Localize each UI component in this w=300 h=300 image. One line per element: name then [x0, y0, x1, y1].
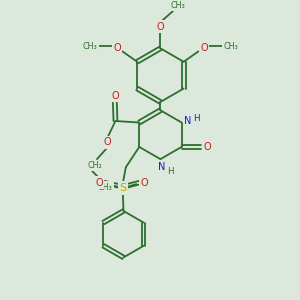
Text: CH₃: CH₃	[171, 1, 186, 10]
Text: H: H	[193, 113, 200, 122]
Text: O: O	[157, 22, 164, 32]
Text: O: O	[111, 91, 119, 101]
Text: S: S	[119, 183, 127, 193]
Text: O: O	[113, 44, 121, 53]
Text: O: O	[204, 142, 212, 152]
Text: O: O	[200, 44, 208, 53]
Text: CH₂: CH₂	[87, 161, 102, 170]
Text: O: O	[95, 178, 103, 188]
Text: N: N	[184, 116, 192, 126]
Text: N: N	[158, 163, 166, 172]
Text: CH₃: CH₃	[83, 42, 98, 51]
Text: CH₃: CH₃	[223, 42, 238, 51]
Text: O: O	[103, 137, 111, 148]
Text: CH₃: CH₃	[98, 183, 113, 192]
Text: H: H	[167, 167, 173, 176]
Text: O: O	[141, 178, 148, 188]
